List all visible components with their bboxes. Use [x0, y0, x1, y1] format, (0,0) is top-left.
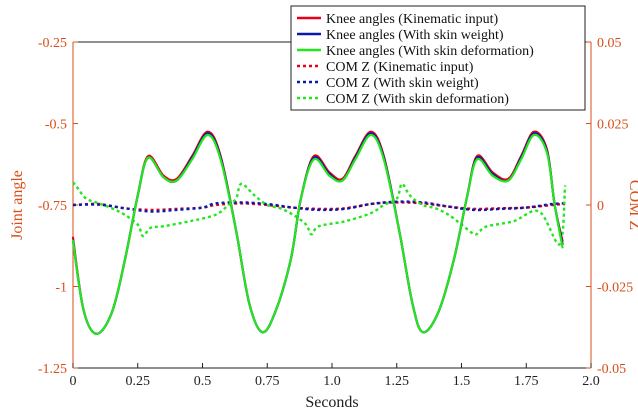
x-tick-label: 0.25	[126, 374, 151, 389]
legend-label: Knee angles (With skin weight)	[326, 28, 504, 43]
y-right-tick-label: -0.025	[597, 281, 633, 296]
x-tick-label: 0.75	[255, 374, 280, 389]
legend-label: COM Z (With skin weight)	[326, 76, 479, 91]
legend-label: Knee angles (Kinematic input)	[326, 12, 499, 27]
x-tick-label: 0.5	[194, 374, 212, 389]
x-tick-label: 0	[70, 374, 77, 389]
y-left-tick-label: -0.25	[38, 36, 67, 51]
x-tick-label: 2.0	[582, 374, 600, 389]
y-right-tick-label: 0.025	[597, 118, 629, 133]
legend-label: COM Z (Kinematic input)	[326, 60, 474, 75]
x-axis-label: Seconds	[305, 394, 358, 411]
legend-label: COM Z (With skin deformation)	[326, 92, 509, 107]
y-right-tick-label: 0	[597, 199, 604, 214]
x-tick-label: 1.25	[385, 374, 410, 389]
x-tick-label: 1.0	[323, 374, 341, 389]
legend-box	[290, 5, 586, 111]
x-tick-label: 1.5	[453, 374, 471, 389]
y-right-tick-label: 0.05	[597, 36, 622, 51]
y-left-tick-label: -1	[55, 281, 67, 296]
y-axis-left-label: Joint angle	[9, 170, 26, 240]
series-group	[71, 130, 567, 335]
y-right-tick-label: -0.05	[597, 362, 626, 377]
legend: Knee angles (Kinematic input)Knee angles…	[290, 5, 586, 111]
y-left-tick-label: -0.75	[38, 199, 67, 214]
y-left-tick-label: -1.25	[38, 362, 67, 377]
axes: 0 0.25 0.5 0.75 1.0 1.25 1.5 1.75 2.0 -0.25 -0.5 -0…	[9, 36, 638, 411]
y-axis-right-label: COM Z	[626, 180, 638, 230]
series-line-knee-angles-with-skin-deformation	[71, 133, 564, 335]
legend-label: Knee angles (With skin deformation)	[326, 44, 534, 59]
series-line-com-z-with-skin-deformation	[72, 181, 567, 246]
x-tick-label: 1.75	[514, 374, 539, 389]
series-line-com-z-with-skin-weight	[72, 200, 566, 213]
y-left-tick-label: -0.5	[45, 118, 67, 133]
